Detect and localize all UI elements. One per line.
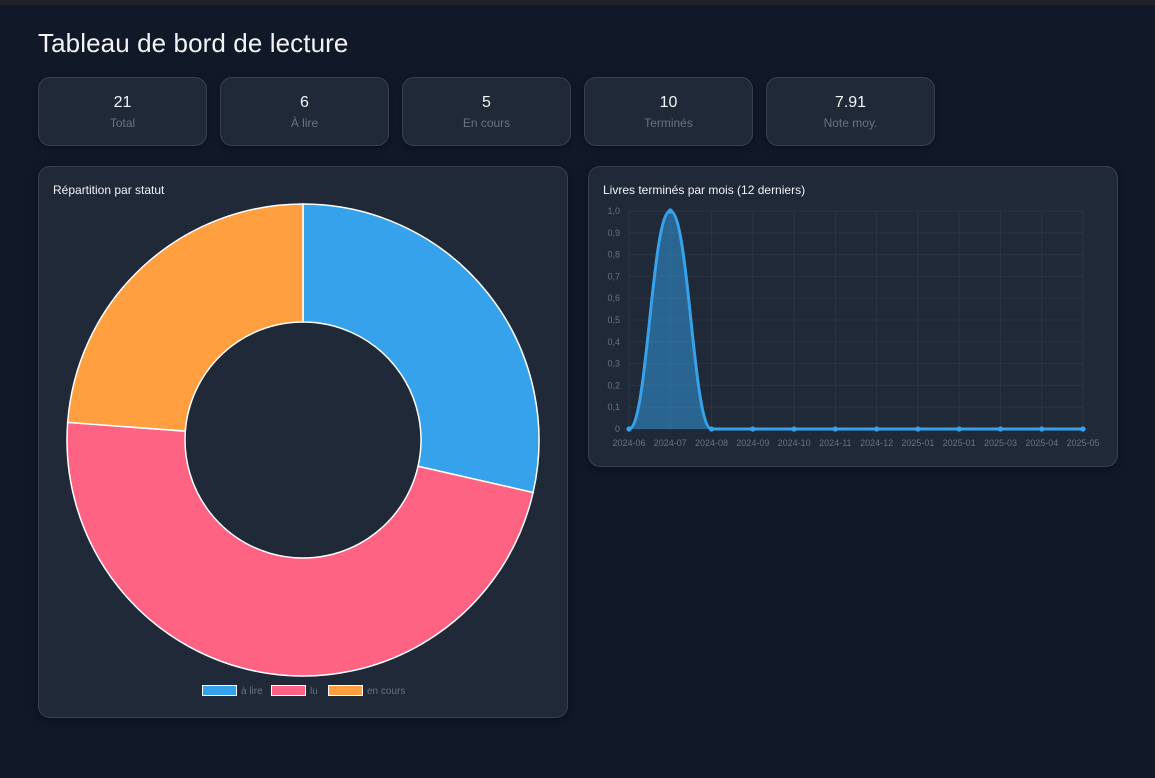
- data-point-10[interactable]: [1039, 426, 1045, 432]
- x-tick-label: 2025-04: [1025, 438, 1058, 448]
- top-bar: [0, 0, 1155, 5]
- area-fill: [629, 211, 1083, 429]
- y-tick-label: 0,2: [607, 380, 620, 390]
- stat-label: Terminés: [644, 116, 693, 130]
- y-tick-label: 0,5: [607, 315, 620, 325]
- stat-card-total: 21 Total: [38, 77, 207, 146]
- legend-swatch-1[interactable]: [271, 685, 306, 696]
- y-tick-label: 0,7: [607, 271, 620, 281]
- page-title: Tableau de bord de lecture: [38, 28, 349, 58]
- stat-label: Note moy.: [823, 116, 878, 130]
- data-point-1[interactable]: [667, 208, 673, 214]
- stat-label: À lire: [290, 116, 319, 130]
- x-tick-label: 2024-06: [612, 438, 645, 448]
- stat-card-in-progress: 5 En cours: [402, 77, 571, 146]
- data-point-8[interactable]: [956, 426, 962, 432]
- legend-swatch-0[interactable]: [202, 685, 237, 696]
- y-tick-label: 1,0: [607, 206, 620, 216]
- stats-row: 21 Total 6 À lire 5 En cours 10 Terminés…: [38, 77, 935, 146]
- x-tick-label: 2024-12: [860, 438, 893, 448]
- stat-card-to-read: 6 À lire: [220, 77, 389, 146]
- y-tick-label: 0,8: [607, 250, 620, 260]
- data-point-3[interactable]: [750, 426, 756, 432]
- data-point-4[interactable]: [791, 426, 797, 432]
- y-tick-label: 0,9: [607, 228, 620, 238]
- donut-slice-2[interactable]: [66, 203, 304, 432]
- x-tick-label: 2025-01: [901, 438, 934, 448]
- stat-value: 7.91: [834, 94, 867, 111]
- y-tick-label: 0,6: [607, 293, 620, 303]
- x-tick-label: 2024-11: [819, 438, 851, 448]
- stat-value: 10: [659, 94, 678, 111]
- stat-card-average-rating: 7.91 Note moy.: [766, 77, 935, 146]
- x-tick-label: 2025-03: [984, 438, 1017, 448]
- x-tick-label: 2024-09: [736, 438, 769, 448]
- data-point-11[interactable]: [1080, 426, 1086, 432]
- legend-label-2[interactable]: en cours: [367, 686, 405, 697]
- data-point-2[interactable]: [708, 426, 715, 432]
- y-tick-label: 0,1: [607, 402, 620, 412]
- stat-label: Total: [109, 116, 136, 130]
- monthly-line-chart: 0 0,1 0,2 0,3 0,4 0,5 0,6 0,7 0,8 0,9 1,0 2024-06 20…: [607, 206, 1099, 448]
- monthly-chart-title: Livres terminés par mois (12 derniers): [603, 183, 806, 197]
- stat-value: 6: [300, 94, 309, 111]
- data-point-6[interactable]: [874, 426, 880, 432]
- data-point-9[interactable]: [997, 426, 1004, 432]
- y-tick-label: 0: [615, 424, 620, 434]
- status-donut-chart: à lire lu en cours: [66, 203, 540, 697]
- stat-card-finished: 10 Terminés: [584, 77, 753, 146]
- legend-label-0[interactable]: à lire: [241, 686, 263, 697]
- data-point-0[interactable]: [626, 426, 632, 432]
- legend-label-1[interactable]: lu: [310, 686, 318, 697]
- x-tick-label: 2024-07: [654, 438, 687, 448]
- x-tick-label: 2025-01: [943, 438, 976, 448]
- stat-value: 5: [482, 94, 491, 111]
- x-tick-label: 2025-05: [1066, 438, 1099, 448]
- status-chart-title: Répartition par statut: [53, 183, 165, 197]
- monthly-chart-panel: Livres terminés par mois (12 derniers) 0…: [588, 166, 1118, 467]
- stat-value: 21: [113, 94, 132, 111]
- data-point-5[interactable]: [832, 426, 838, 432]
- x-tick-label: 2024-10: [778, 438, 811, 448]
- data-point-7[interactable]: [915, 426, 921, 432]
- x-tick-label: 2024-08: [695, 438, 728, 448]
- y-tick-label: 0,4: [607, 337, 620, 347]
- stat-label: En cours: [462, 116, 511, 130]
- donut-slice-0[interactable]: [302, 203, 540, 494]
- status-chart-panel: Répartition par statut à lire lu en cours: [38, 166, 568, 718]
- donut-slice-1[interactable]: [66, 421, 534, 677]
- legend-swatch-2[interactable]: [328, 685, 363, 696]
- y-tick-label: 0,3: [607, 359, 620, 369]
